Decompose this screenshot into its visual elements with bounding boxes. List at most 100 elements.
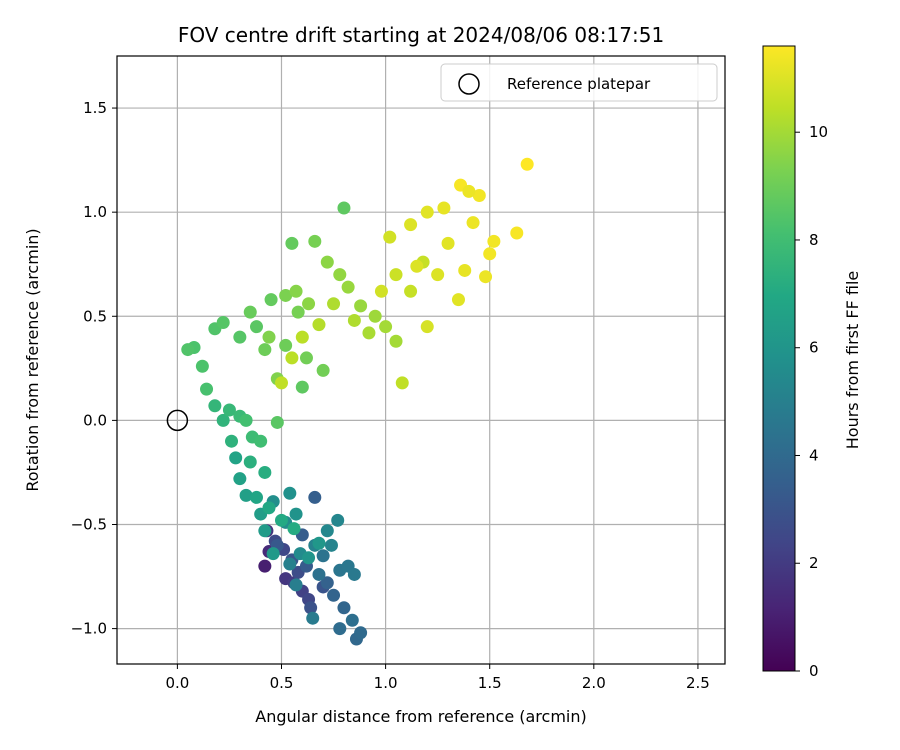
data-point xyxy=(395,376,409,390)
legend: Reference platepar xyxy=(440,63,718,102)
data-point xyxy=(274,376,288,390)
data-point xyxy=(410,259,424,273)
colorbar-ticks: 0 2 4 6 8 10 xyxy=(795,123,828,680)
data-point xyxy=(487,234,501,248)
data-point xyxy=(233,472,247,486)
y-tick-label: 0.0 xyxy=(83,411,107,429)
data-point xyxy=(333,622,347,636)
data-point xyxy=(333,268,347,282)
data-point xyxy=(308,490,322,504)
y-axis-label: Rotation from reference (arcmin) xyxy=(23,228,42,491)
data-point xyxy=(195,359,209,373)
data-point xyxy=(420,320,434,334)
data-point xyxy=(258,343,272,357)
legend-label-reference-platepar: Reference platepar xyxy=(507,75,651,93)
colorbar-tick-label: 8 xyxy=(809,231,819,249)
colorbar-tick-label: 6 xyxy=(809,339,819,357)
x-tick-label: 1.0 xyxy=(374,674,398,692)
data-point xyxy=(320,524,334,538)
data-point xyxy=(262,501,276,515)
y-axis-ticks: −1.0 −0.5 0.0 0.5 1.0 1.5 xyxy=(71,99,117,638)
grid xyxy=(117,56,725,664)
data-point xyxy=(279,338,293,352)
data-point xyxy=(274,513,288,527)
data-point xyxy=(431,268,445,282)
x-axis-label: Angular distance from reference (arcmin) xyxy=(255,707,586,726)
data-point xyxy=(299,351,313,365)
reference-platepar-marker xyxy=(166,409,189,432)
data-point xyxy=(258,559,272,573)
data-point xyxy=(354,626,368,640)
data-point xyxy=(239,488,253,502)
colorbar-tick-label: 10 xyxy=(809,123,828,141)
data-point xyxy=(316,363,330,377)
data-point xyxy=(389,268,403,282)
data-point xyxy=(324,538,338,552)
data-point xyxy=(312,318,326,332)
data-point xyxy=(295,330,309,344)
data-point xyxy=(347,313,361,327)
data-point xyxy=(208,399,222,413)
data-point xyxy=(341,280,355,294)
data-point xyxy=(312,567,326,581)
data-point xyxy=(216,316,230,330)
data-point xyxy=(262,330,276,344)
data-point xyxy=(374,284,388,298)
data-point xyxy=(404,284,418,298)
data-point xyxy=(437,201,451,215)
data-point xyxy=(283,486,297,500)
data-point xyxy=(320,576,334,590)
plot-area xyxy=(117,56,725,664)
colorbar-label: Hours from first FF file xyxy=(843,271,862,450)
data-point xyxy=(181,343,195,357)
data-point xyxy=(327,297,341,311)
data-point xyxy=(222,403,236,417)
y-tick-label: −1.0 xyxy=(71,620,107,638)
data-point xyxy=(362,326,376,340)
data-point xyxy=(510,226,524,240)
data-point xyxy=(243,305,257,319)
data-point xyxy=(270,415,284,429)
data-point xyxy=(337,601,351,615)
data-point xyxy=(258,524,272,538)
data-point xyxy=(462,184,476,198)
colorbar-tick-label: 0 xyxy=(809,662,819,680)
colorbar-gradient xyxy=(762,45,796,672)
data-point xyxy=(304,601,318,615)
data-point xyxy=(258,465,272,479)
data-point xyxy=(279,288,293,302)
data-point xyxy=(389,334,403,348)
data-point xyxy=(451,293,465,307)
data-point xyxy=(520,157,534,171)
y-tick-label: 1.5 xyxy=(83,99,107,117)
data-point xyxy=(441,236,455,250)
data-point xyxy=(250,320,264,334)
data-point xyxy=(289,284,303,298)
data-point xyxy=(466,216,480,230)
data-point xyxy=(347,567,361,581)
x-tick-label: 2.5 xyxy=(686,674,710,692)
data-point xyxy=(264,293,278,307)
legend-marker-reference xyxy=(458,73,480,95)
data-point xyxy=(200,382,214,396)
data-point xyxy=(345,613,359,627)
data-point xyxy=(285,351,299,365)
data-point xyxy=(302,297,316,311)
data-point xyxy=(285,236,299,250)
data-point xyxy=(379,320,393,334)
data-point xyxy=(458,263,472,277)
data-point xyxy=(479,270,493,284)
y-tick-label: 0.5 xyxy=(83,307,107,325)
data-point xyxy=(250,490,264,504)
data-point xyxy=(354,299,368,313)
data-point xyxy=(327,588,341,602)
data-point xyxy=(308,234,322,248)
data-point xyxy=(483,247,497,261)
x-tick-label: 2.0 xyxy=(582,674,606,692)
plot-frame xyxy=(116,55,726,665)
x-tick-label: 0.5 xyxy=(270,674,294,692)
data-point xyxy=(243,455,257,469)
data-point xyxy=(225,434,239,448)
chart-title: FOV centre drift starting at 2024/08/06 … xyxy=(178,23,664,47)
